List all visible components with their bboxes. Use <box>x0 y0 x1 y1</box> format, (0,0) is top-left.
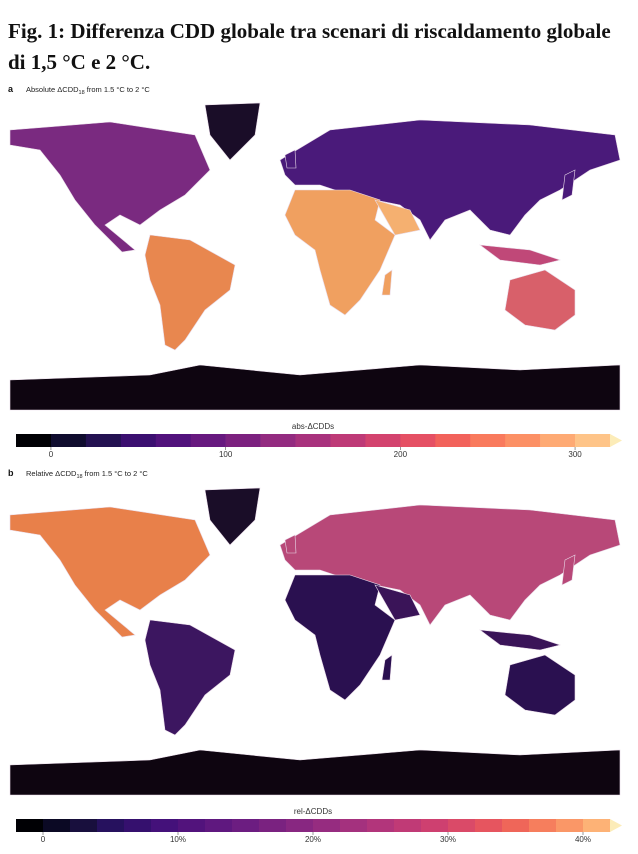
colorbar-block <box>151 819 179 832</box>
colorbar-block <box>540 434 576 447</box>
colorbar-block <box>330 434 366 447</box>
colorbar-block <box>475 819 503 832</box>
figure-title: Fig. 1: Differenza CDD globale tra scena… <box>8 19 611 74</box>
colorbar-block <box>155 434 192 447</box>
colorbar-block <box>505 434 541 447</box>
panel-label: b <box>8 468 14 478</box>
colorbar-tick-label: 200 <box>394 450 408 459</box>
colorbar-block <box>232 819 260 832</box>
colorbar-block <box>421 819 449 832</box>
colorbar-block <box>394 819 422 832</box>
colorbar-title: rel-ΔCDDs <box>294 807 332 816</box>
colorbar-tick-label: 30% <box>440 835 456 844</box>
colorbar-arrow <box>610 819 622 832</box>
colorbar-block <box>16 819 44 832</box>
colorbar-block <box>97 819 125 832</box>
colorbar-block <box>120 434 157 447</box>
caption-subscript: 18 <box>79 90 85 96</box>
colorbar-block <box>16 434 52 447</box>
caption-text: from 1.5 °C to 2 °C <box>85 85 151 94</box>
colorbar-block <box>502 819 530 832</box>
colorbar-block <box>365 434 401 447</box>
colorbar-block <box>295 434 331 447</box>
colorbar-block <box>85 434 122 447</box>
colorbar-tick-label: 300 <box>568 450 582 459</box>
colorbar-block <box>583 819 611 832</box>
colorbar-title: abs-ΔCDDs <box>292 422 334 431</box>
colorbar-block <box>435 434 471 447</box>
map-relative <box>9 487 621 796</box>
colorbar-block <box>340 819 368 832</box>
colorbar-block <box>225 434 261 447</box>
colorbar-block <box>178 819 206 832</box>
colorbar-block <box>556 819 584 832</box>
panel-caption: Absolute ΔCDD18 from 1.5 °C to 2 °C <box>26 85 150 96</box>
colorbar-block <box>43 819 71 832</box>
colorbar-block <box>313 819 341 832</box>
colorbar-block <box>259 819 287 832</box>
colorbar-block <box>286 819 314 832</box>
colorbar-block <box>260 434 296 447</box>
colorbar-arrow <box>610 434 622 447</box>
caption-text: Absolute ΔCDD <box>26 85 79 94</box>
colorbar-block <box>70 819 98 832</box>
caption-text: Relative ΔCDD <box>26 469 77 478</box>
colorbar-block <box>124 819 152 832</box>
caption-text: from 1.5 °C to 2 °C <box>83 469 149 478</box>
colorbar-block <box>190 434 226 447</box>
panel-caption: Relative ΔCDD18 from 1.5 °C to 2 °C <box>26 469 148 480</box>
colorbar-tick-label: 40% <box>575 835 591 844</box>
colorbar-block <box>50 434 87 447</box>
colorbar-block <box>470 434 506 447</box>
colorbar-block <box>367 819 395 832</box>
colorbar-block <box>575 434 611 447</box>
colorbar-block <box>529 819 557 832</box>
colorbar-tick-label: 0 <box>49 450 54 459</box>
colorbar-block <box>400 434 436 447</box>
colorbar-block <box>205 819 233 832</box>
caption-subscript: 18 <box>76 474 82 480</box>
colorbar-tick-label: 100 <box>219 450 233 459</box>
colorbar-tick-label: 20% <box>305 835 321 844</box>
colorbar-tick-label: 10% <box>170 835 186 844</box>
map-absolute <box>9 102 621 411</box>
colorbar-block <box>448 819 476 832</box>
colorbar-tick-label: 0 <box>41 835 46 844</box>
panel-label: a <box>8 84 14 94</box>
